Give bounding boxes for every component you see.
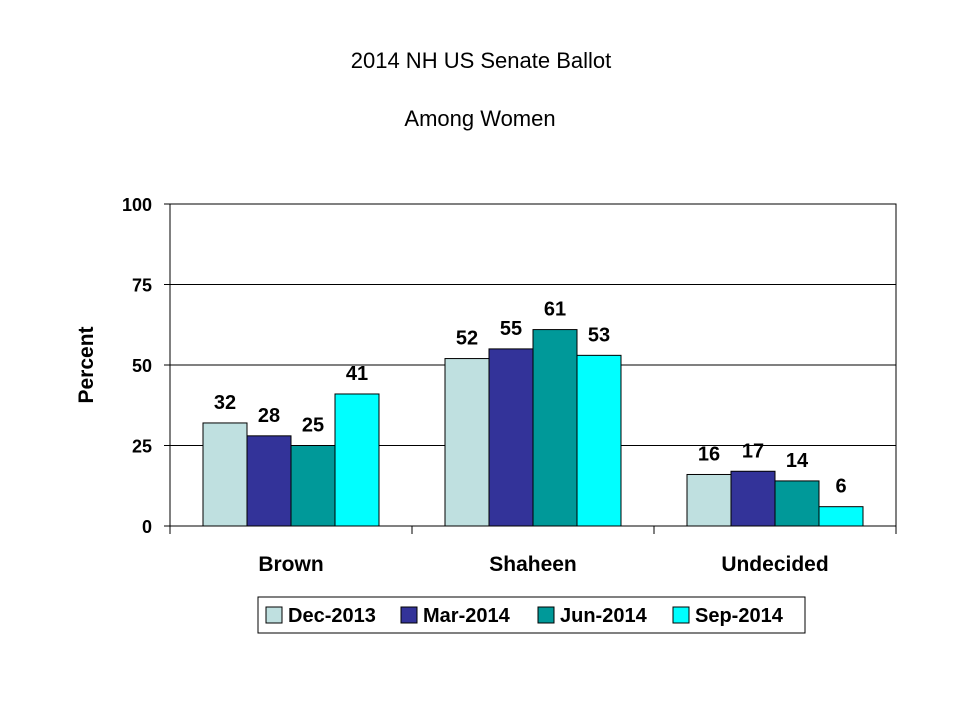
y-tick-label: 50 [132,356,152,376]
legend-swatch [672,606,690,624]
y-tick-label: 0 [142,517,152,537]
data-label: 53 [588,324,610,346]
legend-swatch [537,606,555,624]
y-tick-label: 25 [132,437,152,457]
data-label: 61 [544,299,566,321]
bar [774,480,820,527]
data-label: 28 [258,405,280,427]
data-label: 32 [214,392,236,414]
legend-label: Dec-2013 [288,605,376,627]
x-tick-label: Undecided [721,553,828,576]
y-axis-label: Percent [75,326,98,403]
legend: Dec-2013 Mar-2014 Jun-2014 Sep-2014 [257,596,806,634]
bars [202,329,864,527]
axes: 0 25 50 75 100 Brown Shaheen Undecided [122,195,897,576]
bar [576,354,622,527]
legend-label: Jun-2014 [560,605,648,627]
x-tick-label: Shaheen [489,553,577,576]
data-labels: 32 28 25 41 52 55 61 53 16 17 14 6 [214,299,847,498]
bar [730,470,776,527]
data-label: 41 [346,363,368,385]
y-tick-label: 100 [122,195,152,215]
data-label: 25 [302,415,324,437]
legend-swatch [265,606,283,624]
chart-title: 2014 NH US Senate Ballot [351,48,612,73]
data-label: 6 [835,476,846,498]
chart-subtitle: Among Women [404,106,555,131]
data-label: 14 [786,450,809,472]
data-label: 17 [742,440,764,462]
bar [334,393,380,527]
bar [246,435,292,527]
legend-label: Mar-2014 [423,605,511,627]
data-label: 52 [456,328,478,350]
bar [202,422,248,527]
legend-swatch [400,606,418,624]
data-label: 55 [500,318,522,340]
bar [290,445,336,527]
bar [444,358,490,527]
x-tick-label: Brown [258,553,323,576]
legend-label: Sep-2014 [695,605,784,627]
bar [818,506,864,527]
data-label: 16 [698,443,720,465]
y-tick-label: 75 [132,276,152,296]
legend-box [257,596,806,634]
bar [488,348,534,527]
bar [532,329,578,527]
bar [686,473,732,527]
